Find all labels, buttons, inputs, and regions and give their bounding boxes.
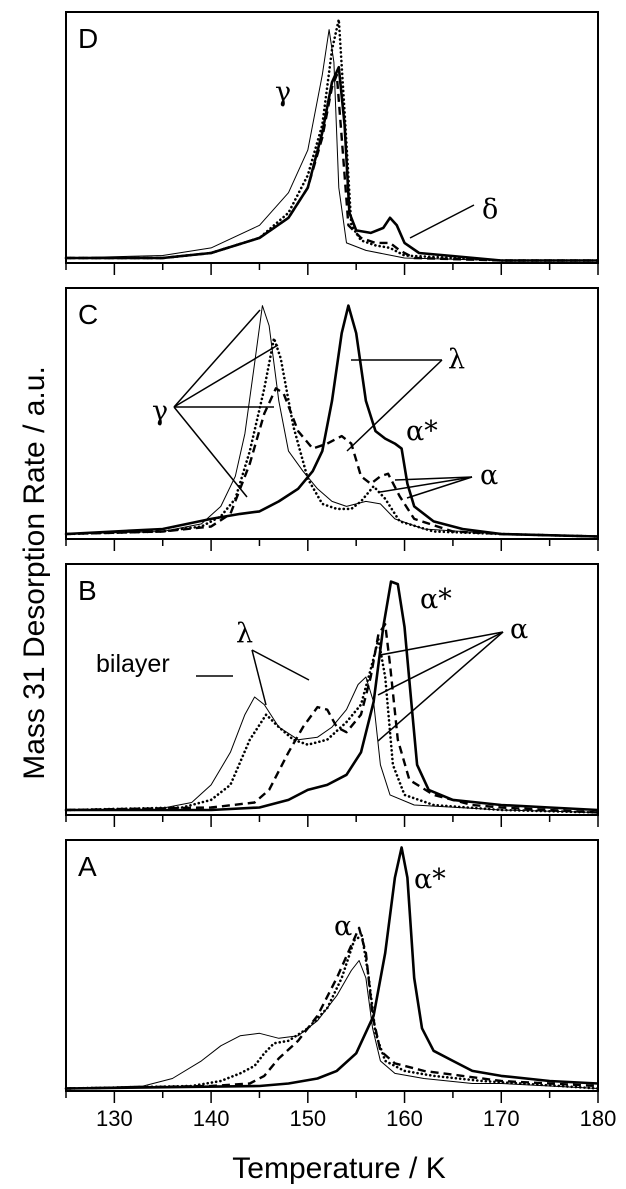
x-tick-label: 170 [483, 1106, 520, 1131]
series-dotted [64, 638, 600, 814]
series-dotted [64, 336, 600, 538]
panel-b: B [64, 563, 600, 827]
series-thin [65, 305, 599, 537]
panel-label-b: B [78, 575, 97, 606]
series-dotted [64, 18, 600, 262]
panel-frame [65, 287, 599, 540]
x-axis-title: Temperature / K [232, 1152, 445, 1185]
annotation-gamma-d: γ [275, 77, 291, 108]
x-tick-labels: 130 140 150 160 170 180 [96, 1106, 616, 1131]
annotation-gamma-c: γ [152, 396, 168, 427]
panel-label-c: C [78, 299, 98, 330]
annotation-alphastar-a: α* [414, 864, 446, 895]
panel-frame [65, 839, 599, 1092]
panel-c: C [64, 287, 600, 551]
series-dotted [64, 934, 600, 1090]
x-tick-label: 150 [289, 1106, 326, 1131]
annotation-lambda-b: λ [236, 618, 253, 649]
series-thick [66, 65, 598, 262]
annotation-alphastar-b: α* [420, 584, 452, 615]
annotation-alpha-c: α [480, 460, 498, 491]
series-thin [65, 960, 599, 1089]
panel-label-d: D [78, 23, 98, 54]
panel-frame [65, 11, 599, 264]
leader-delta [409, 204, 475, 239]
series-thin [66, 676, 599, 813]
panel-frame [65, 563, 599, 816]
series-thin [65, 29, 598, 261]
annotation-alphastar-c: α* [406, 416, 438, 447]
panel-label-a: A [78, 851, 97, 882]
annotations: γ δ γ λ α* α λ α* bilayer α [96, 77, 528, 942]
annotation-alpha-a: α [334, 911, 352, 942]
x-tick-label: 130 [96, 1106, 133, 1131]
x-tick-label: 160 [386, 1106, 423, 1131]
y-axis-title: Mass 31 Desorption Rate / a.u. [18, 366, 51, 780]
series-thick [65, 846, 599, 1090]
series-dashed [65, 623, 599, 814]
series-dashed [65, 387, 599, 538]
annotation-lambda-c: λ [448, 344, 465, 375]
leaders-b [196, 631, 504, 742]
annotation-bilayer-b: bilayer [96, 650, 170, 678]
annotation-delta-d: δ [482, 194, 498, 225]
x-tick-label: 180 [580, 1106, 617, 1131]
series-thick [66, 580, 599, 812]
leaders-c [173, 309, 473, 499]
x-tick-label: 140 [193, 1106, 230, 1131]
series-dashed [65, 926, 599, 1090]
panel-d: D [64, 11, 600, 275]
annotation-alpha-b: α [510, 614, 528, 645]
series-thick [65, 304, 599, 538]
panel-a: A [64, 839, 600, 1103]
series-dashed [66, 73, 598, 262]
